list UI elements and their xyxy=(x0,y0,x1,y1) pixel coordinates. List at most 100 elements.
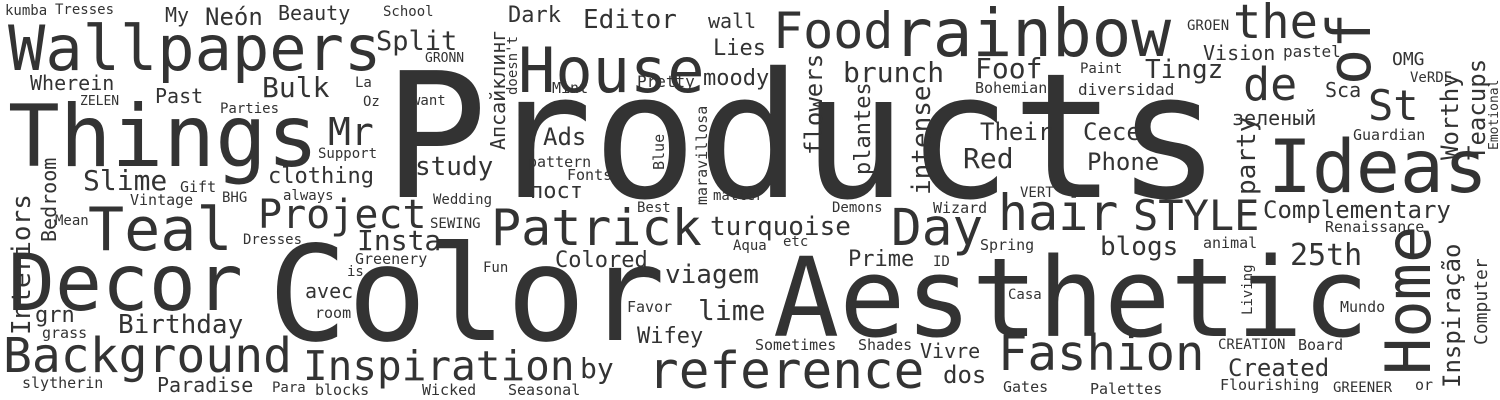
word: Guardian xyxy=(1353,126,1425,144)
word: grn xyxy=(35,303,75,328)
word: Home xyxy=(1372,226,1445,375)
word: lime xyxy=(698,294,765,327)
word: want xyxy=(412,93,446,109)
word: STYLE xyxy=(1133,191,1259,240)
word: is xyxy=(347,264,364,280)
word: animal xyxy=(1203,234,1257,252)
word: GROEN xyxy=(1187,18,1229,34)
word: Ideas xyxy=(1268,125,1488,210)
word: Wedding xyxy=(433,192,492,208)
word: Wherein xyxy=(30,71,114,95)
word: BHG xyxy=(222,190,247,206)
word: Bedroom xyxy=(37,158,61,242)
word: Computer xyxy=(1471,258,1492,345)
word: Vision xyxy=(1203,41,1275,65)
word: Wicked xyxy=(422,381,476,399)
word: Wizard xyxy=(933,199,987,217)
word: avec xyxy=(305,279,353,303)
word: maravillosa xyxy=(693,106,711,205)
word: flowers xyxy=(800,54,828,155)
word: Interiors xyxy=(7,194,37,335)
word: room xyxy=(315,304,351,322)
word: Prime xyxy=(848,247,914,272)
word: blocks xyxy=(315,381,369,399)
word: Teacups xyxy=(1463,59,1491,160)
word: Foof xyxy=(975,52,1042,85)
word: пост xyxy=(530,179,583,204)
word: Palettes xyxy=(1090,380,1162,398)
word: Greenery xyxy=(355,250,427,268)
word: Sca xyxy=(1325,78,1361,102)
word: Wallpapers xyxy=(8,12,381,85)
word: moody xyxy=(703,66,769,91)
word: Board xyxy=(1298,336,1343,354)
word: Products xyxy=(383,36,1221,239)
word: turquoise xyxy=(710,212,851,242)
word: Editor xyxy=(583,5,677,35)
word: Food xyxy=(773,2,893,60)
word: study xyxy=(415,152,493,182)
word: slytherin xyxy=(22,374,103,392)
word: kumba xyxy=(5,3,47,19)
word: always xyxy=(283,188,334,204)
word: Favor xyxy=(627,298,672,316)
word: Paradise xyxy=(157,373,253,397)
word: ZELEN xyxy=(80,94,119,109)
word: Oz xyxy=(363,94,380,110)
word: 25th xyxy=(1290,238,1362,273)
word: Blue xyxy=(650,134,668,170)
word: doesn't xyxy=(505,36,521,95)
word: Project xyxy=(258,192,427,238)
word: the xyxy=(1233,0,1318,50)
word: Things xyxy=(8,87,319,187)
word: Past xyxy=(155,84,203,108)
word: Cece xyxy=(1083,118,1141,146)
word: Demons xyxy=(832,200,883,216)
word: Aqua xyxy=(733,238,767,254)
word: Created xyxy=(1228,354,1329,382)
word: Fashion xyxy=(998,325,1205,382)
word: plantes xyxy=(851,82,876,175)
word: Ads xyxy=(543,123,586,151)
word: blogs xyxy=(1100,232,1178,262)
word: SEWING xyxy=(430,216,481,232)
word: Beauty xyxy=(278,1,350,25)
word: Gift xyxy=(180,178,216,196)
word: grass xyxy=(42,324,87,342)
word: Mint xyxy=(552,79,588,97)
word: Slime xyxy=(83,164,167,197)
word: Inspiration xyxy=(303,342,575,390)
word: wall xyxy=(708,9,756,33)
word: Birthday xyxy=(118,310,243,340)
word: viagem xyxy=(665,260,759,290)
word: Vintage xyxy=(130,191,193,209)
word: Spring xyxy=(980,236,1034,254)
word: Fonts xyxy=(567,166,612,184)
word: Emotional xyxy=(1487,80,1500,150)
word: or xyxy=(1415,376,1433,394)
word: Mean xyxy=(55,213,89,229)
word: Bulk xyxy=(262,71,330,104)
word: reference xyxy=(648,342,924,400)
word: Dresses xyxy=(243,232,302,248)
word: Insta xyxy=(357,224,441,257)
word: My xyxy=(165,3,189,27)
word: GRONN xyxy=(425,51,464,66)
word: VERT xyxy=(1020,185,1054,201)
word: pastel xyxy=(1283,42,1341,61)
word: hair xyxy=(998,184,1118,242)
word: Their xyxy=(980,118,1052,146)
word: Shades xyxy=(858,336,912,354)
word: Color xyxy=(268,218,665,372)
word: Апсайклинг xyxy=(486,30,510,150)
word: Living xyxy=(1240,264,1256,315)
word: pattern xyxy=(528,153,591,171)
word: Casa xyxy=(1008,287,1042,303)
word: OMG xyxy=(1392,49,1425,70)
word: Mr xyxy=(328,110,374,154)
word: Teal xyxy=(88,195,233,265)
word: Mundo xyxy=(1340,298,1385,316)
word: St xyxy=(1368,81,1419,130)
word: Complementary xyxy=(1263,196,1451,224)
